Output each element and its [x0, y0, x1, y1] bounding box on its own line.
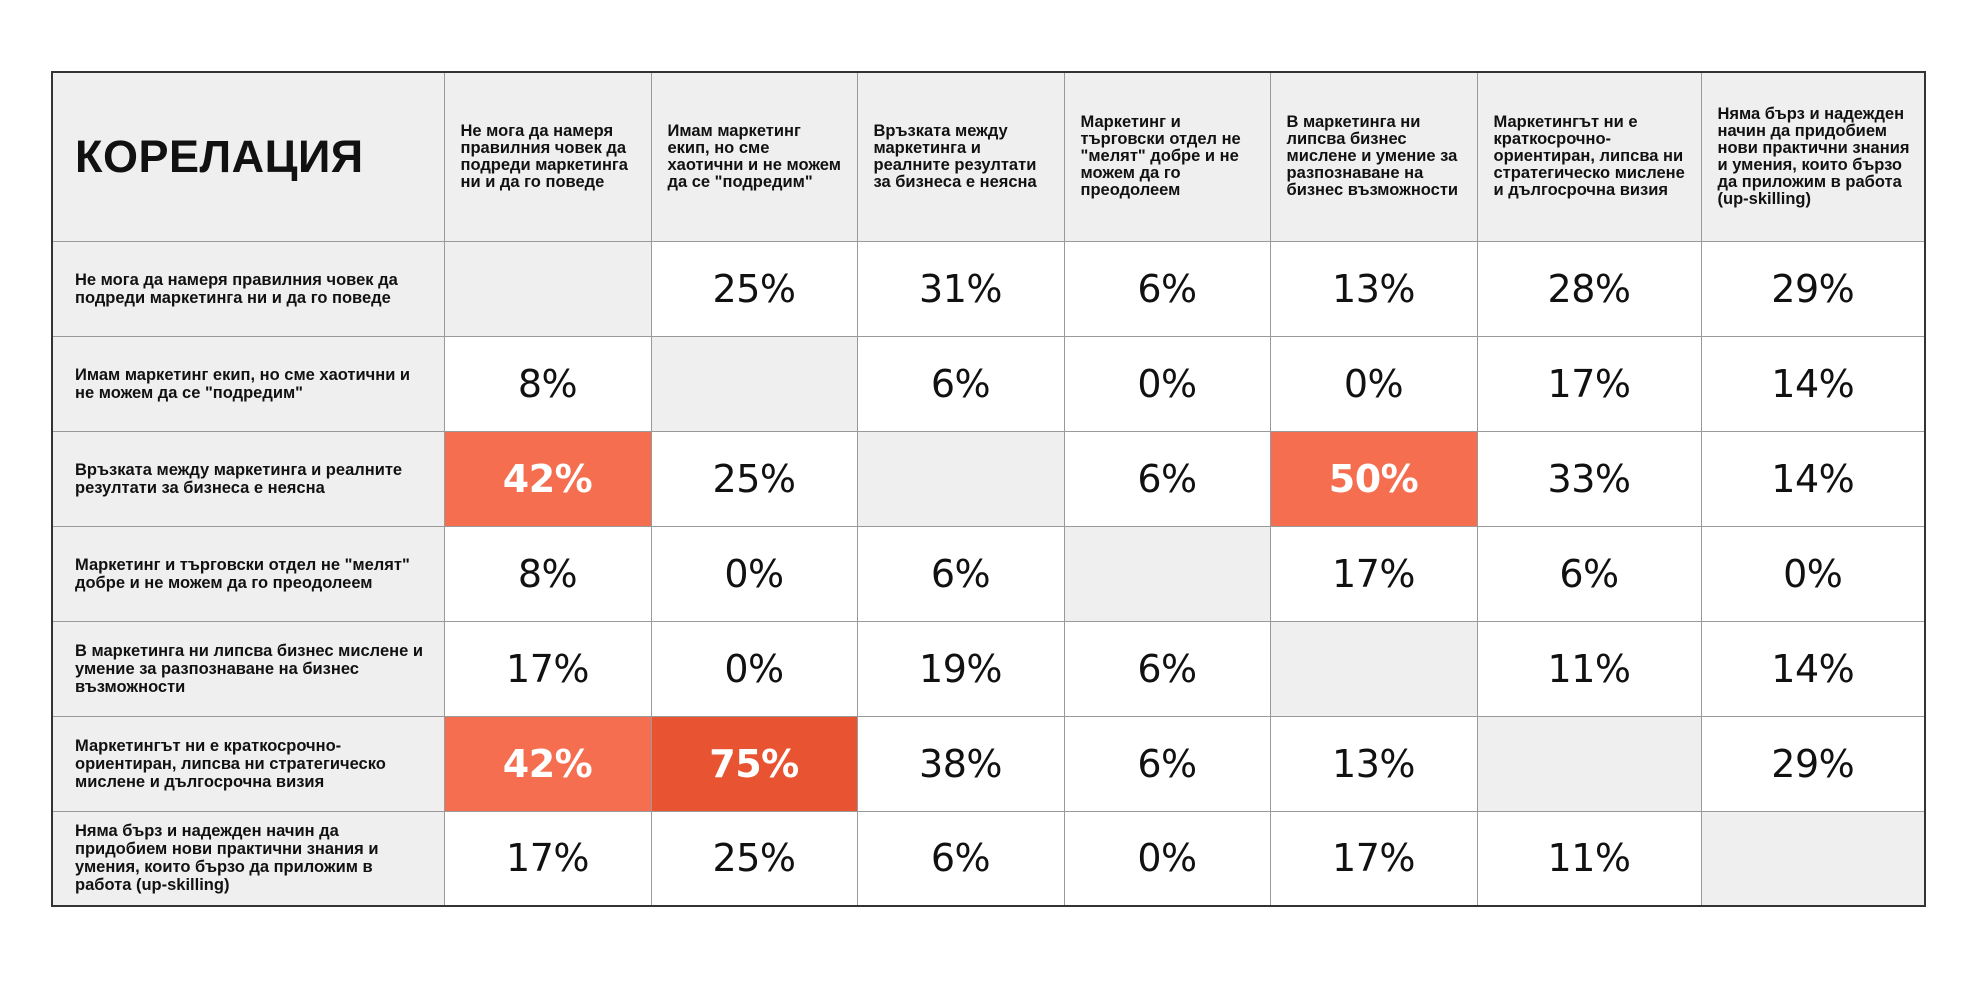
correlation-table: КОРЕЛАЦИЯ Не мога да намеря правилния чов… — [51, 71, 1926, 907]
value-cell: 6% — [856, 335, 1065, 432]
row-header: Маркетинг и търговски отдел не "мелят" д… — [51, 525, 445, 622]
row-header: Не мога да намеря правилния човек да под… — [51, 240, 445, 337]
value-cell: 14% — [1700, 335, 1926, 432]
column-header: Няма бърз и надежден начин да придобием … — [1700, 71, 1926, 242]
diagonal-cell — [1063, 525, 1271, 622]
value-cell: 25% — [650, 240, 858, 337]
value-cell: 6% — [1063, 715, 1271, 812]
value-cell: 6% — [1476, 525, 1702, 622]
value-cell: 29% — [1700, 715, 1926, 812]
row-header: Няма бърз и надежден начин да придобием … — [51, 810, 445, 907]
value-cell: 28% — [1476, 240, 1702, 337]
header-row: КОРЕЛАЦИЯ Не мога да намеря правилния чов… — [51, 71, 1926, 242]
value-cell: 17% — [1269, 525, 1478, 622]
value-cell: 13% — [1269, 240, 1478, 337]
column-header: Не мога да намеря правилния човек да под… — [443, 71, 652, 242]
value-cell: 38% — [856, 715, 1065, 812]
value-cell: 11% — [1476, 810, 1702, 907]
value-cell: 19% — [856, 620, 1065, 717]
value-cell: 14% — [1700, 430, 1926, 527]
column-header: Връзката между маркетинга и реалните рез… — [856, 71, 1065, 242]
value-cell: 25% — [650, 430, 858, 527]
diagonal-cell — [1269, 620, 1478, 717]
table-row: Маркетинг и търговски отдел не "мелят" д… — [51, 525, 1926, 622]
row-header: Връзката между маркетинга и реалните рез… — [51, 430, 445, 527]
value-cell: 25% — [650, 810, 858, 907]
value-cell: 0% — [650, 620, 858, 717]
row-header: Маркетингът ни е краткосрочно-ориентиран… — [51, 715, 445, 812]
value-cell: 17% — [443, 810, 652, 907]
value-cell: 0% — [1063, 335, 1271, 432]
value-cell: 6% — [856, 810, 1065, 907]
value-cell: 13% — [1269, 715, 1478, 812]
value-cell: 6% — [1063, 240, 1271, 337]
value-cell: 0% — [1700, 525, 1926, 622]
value-cell: 17% — [443, 620, 652, 717]
value-cell: 8% — [443, 525, 652, 622]
value-cell: 50% — [1269, 430, 1478, 527]
value-cell: 0% — [650, 525, 858, 622]
value-cell: 8% — [443, 335, 652, 432]
value-cell: 42% — [443, 430, 652, 527]
value-cell: 0% — [1063, 810, 1271, 907]
row-header: Имам маркетинг екип, но сме хаотични и н… — [51, 335, 445, 432]
row-header: В маркетинга ни липсва бизнес мислене и … — [51, 620, 445, 717]
value-cell: 42% — [443, 715, 652, 812]
table-row: В маркетинга ни липсва бизнес мислене и … — [51, 620, 1926, 717]
value-cell: 17% — [1269, 810, 1478, 907]
column-header: В маркетинга ни липсва бизнес мислене и … — [1269, 71, 1478, 242]
diagonal-cell — [1476, 715, 1702, 812]
table-row: Не мога да намеря правилния човек да под… — [51, 240, 1926, 337]
diagonal-cell — [443, 240, 652, 337]
value-cell: 31% — [856, 240, 1065, 337]
table-row: Имам маркетинг екип, но сме хаотични и н… — [51, 335, 1926, 432]
table-title: КОРЕЛАЦИЯ — [51, 71, 445, 242]
value-cell: 6% — [1063, 620, 1271, 717]
value-cell: 29% — [1700, 240, 1926, 337]
value-cell: 6% — [1063, 430, 1271, 527]
value-cell: 0% — [1269, 335, 1478, 432]
column-header: Имам маркетинг екип, но сме хаотични и н… — [650, 71, 858, 242]
diagonal-cell — [1700, 810, 1926, 907]
value-cell: 11% — [1476, 620, 1702, 717]
table-row: Няма бърз и надежден начин да придобием … — [51, 810, 1926, 907]
value-cell: 17% — [1476, 335, 1702, 432]
diagonal-cell — [856, 430, 1065, 527]
column-header: Маркетингът ни е краткосрочно-ориентиран… — [1476, 71, 1702, 242]
table-row: Маркетингът ни е краткосрочно-ориентиран… — [51, 715, 1926, 812]
diagonal-cell — [650, 335, 858, 432]
value-cell: 75% — [650, 715, 858, 812]
table-row: Връзката между маркетинга и реалните рез… — [51, 430, 1926, 527]
column-header: Маркетинг и търговски отдел не "мелят" д… — [1063, 71, 1271, 242]
value-cell: 33% — [1476, 430, 1702, 527]
value-cell: 6% — [856, 525, 1065, 622]
value-cell: 14% — [1700, 620, 1926, 717]
